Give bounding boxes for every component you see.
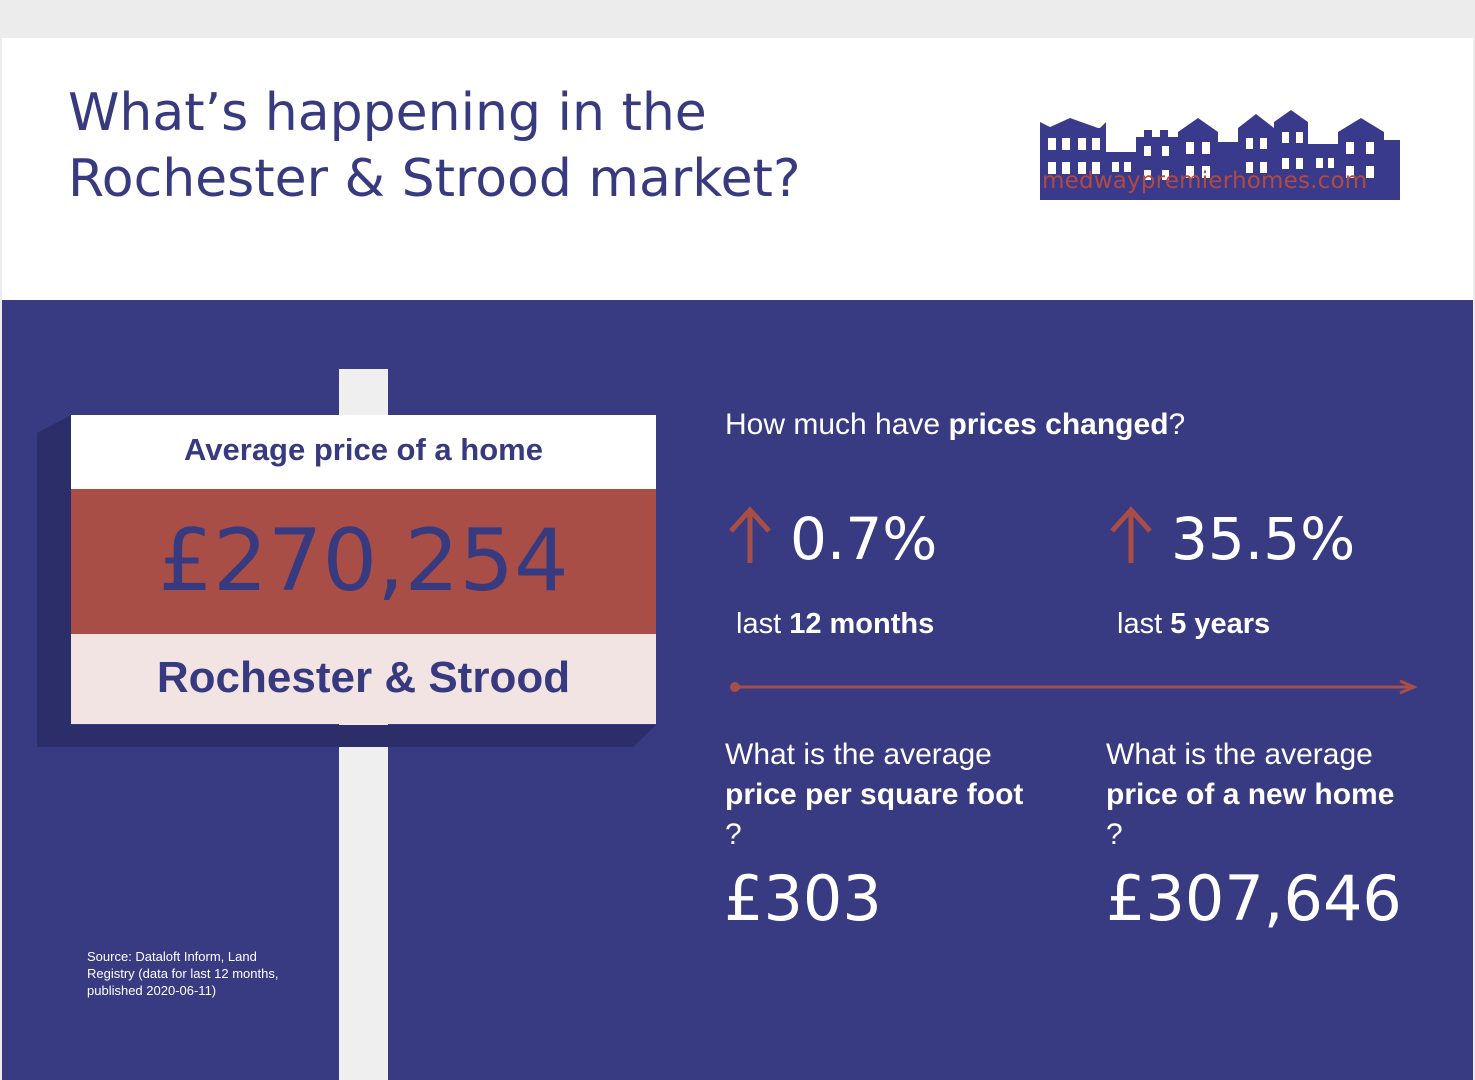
timeline-divider [730, 679, 1418, 695]
question-suffix: ? [1168, 408, 1186, 441]
period-bold: 5 years [1170, 608, 1271, 640]
new-home-price-value: £307,646 [1106, 862, 1402, 935]
question-prefix: How much have [725, 408, 949, 441]
logo-wordmark[interactable]: medwaypremierhomes.com [1042, 168, 1368, 194]
page-title: What’s happening in the Rochester & Stro… [68, 80, 968, 212]
question-suffix: ? [725, 818, 742, 851]
new-home-question-line-2: price of a new home? [1106, 775, 1394, 855]
source-note: Source: Dataloft Inform, Land Registry (… [87, 948, 317, 999]
price-per-sqft-value: £303 [724, 862, 882, 935]
change-12-months-value: 0.7% [790, 505, 938, 573]
average-price-value: £270,254 [71, 489, 656, 634]
new-home-question-line-1: What is the average [1106, 738, 1373, 771]
question-bold: prices changed [948, 408, 1169, 441]
period-bold: 12 months [789, 608, 935, 640]
source-line-3: published 2020-06-11) [87, 983, 217, 998]
sqft-question-line-2: price per square foot? [725, 775, 1023, 855]
sign-heading: Average price of a home [71, 415, 656, 489]
source-line-1: Source: Dataloft Inform, Land [87, 949, 257, 964]
title-line-1: What’s happening in the [68, 83, 707, 143]
question-bold: price per square foot [725, 778, 1024, 811]
question-bold: price of a new home [1106, 778, 1395, 811]
arrow-up-icon [1110, 506, 1152, 563]
change-12-months-label: last 12 months [736, 608, 934, 641]
period-prefix: last [1117, 608, 1171, 640]
new-home-question: What is the average price of a new home? [1106, 735, 1394, 855]
period-prefix: last [736, 608, 790, 640]
arrow-up-icon [729, 506, 771, 563]
house-row-logo-icon [1040, 110, 1400, 200]
question-suffix: ? [1106, 818, 1123, 851]
change-5-years-label: last 5 years [1117, 608, 1270, 641]
sign-area-name: Rochester & Strood [71, 634, 656, 724]
price-sign: Average price of a home £270,254 Rochest… [71, 415, 656, 724]
title-line-2: Rochester & Strood market? [68, 149, 801, 209]
sqft-question-line-1: What is the average [725, 738, 992, 771]
prices-changed-question: How much have prices changed? [725, 408, 1185, 442]
sqft-question: What is the average price per square foo… [725, 735, 1023, 855]
change-5-years-value: 35.5% [1171, 505, 1356, 573]
source-line-2: Registry (data for last 12 months, [87, 966, 279, 981]
